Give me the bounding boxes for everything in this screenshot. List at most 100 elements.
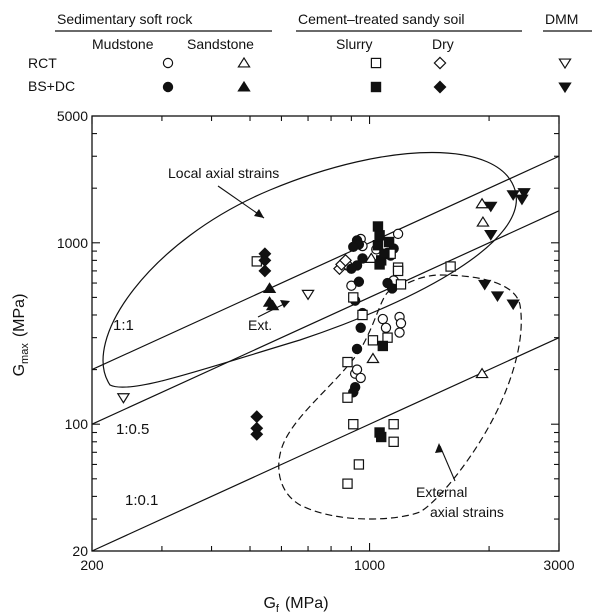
data-point-dmm-bsdc [515,194,529,206]
data-point-slurry-bsdc [377,340,389,352]
legend-group-cement: Cement–treated sandy soil [298,11,465,27]
reference-lines [91,155,560,552]
data-point-mudstone-bsdc [348,241,359,253]
legend-marker-slurry-rct [370,57,382,69]
data-point-dry-bsdc [258,264,272,278]
data-point-mudstone-rct [355,372,366,384]
legend: Sedimentary soft rock Cement–treated san… [28,11,592,94]
annotation-arrow [217,185,265,219]
y-tick-label: 1000 [57,235,88,251]
legend-marker-dry-rct [433,56,447,70]
legend-marker-dmm-rct [558,58,572,70]
legend-marker-dmm-bsdc [558,82,572,94]
data-point-slurry-bsdc [376,431,387,443]
data-point-mudstone-rct [380,322,392,333]
data-point-dmm-bsdc [506,299,520,311]
data-point-mudstone-rct [392,228,404,240]
data-point-sandstone-rct [364,252,378,263]
reference-line [91,210,560,425]
y-tick-label: 20 [72,543,88,559]
legend-markers [162,56,572,94]
data-point-slurry-bsdc [383,236,395,248]
data-point-slurry-rct [357,309,368,321]
data-point-sandstone-rct [475,197,489,209]
data-point-slurry-rct [342,478,353,489]
legend-group-dmm: DMM [545,11,578,27]
data-point-dry-rct [339,253,352,267]
data-point-slurry-rct [348,292,359,303]
data-point-sandstone-rct [366,352,380,364]
data-point-dmm-bsdc [490,291,505,303]
data-point-slurry-rct [388,436,399,447]
data-point-dry-bsdc [250,427,264,441]
data-point-dmm-rct [116,393,131,404]
plot-frame [91,115,560,552]
data-point-dmm-bsdc [517,188,531,199]
y-axis-title: Gmax(MPa) [11,294,31,377]
data-point-dmm-bsdc [484,201,498,213]
x-tick-label: 1000 [354,557,385,573]
data-point-mudstone-rct [351,364,363,375]
ref-line-label-1-0.5: 1:0.5 [116,421,149,438]
reference-line [91,155,560,371]
ref-line-label-1-1: 1:1 [113,317,134,334]
annotation-ext: Ext. [248,317,272,333]
data-point-sandstone-bsdc [262,282,277,293]
legend-sub-slurry: Slurry [336,36,373,52]
annotation-arrowhead [435,443,443,453]
axis-tick-labels: 200 1000 3000 20 100 1000 5000 [57,108,575,573]
data-point-slurry-rct [395,279,407,290]
data-point-slurry-rct [367,335,379,346]
data-point-slurry-rct [388,419,399,430]
annotation-arrowhead [280,300,290,308]
external-axial-strains-boundary [278,274,522,520]
legend-row-bsdc: BS+DC [28,78,75,94]
annotation-local-axial-strains: Local axial strains [168,165,279,181]
data-point-dmm-bsdc [478,279,492,291]
data-point-slurry-rct [342,356,353,368]
data-point-sandstone-bsdc [265,299,280,311]
legend-marker-sandstone-bsdc [237,80,251,92]
x-tick-label: 200 [80,557,104,573]
annotation-external: External [416,484,467,500]
data-point-mudstone-bsdc [355,322,366,333]
legend-marker-slurry-bsdc [370,81,382,93]
data-point-mudstone-bsdc [357,253,368,264]
ref-line-label-1-0.1: 1:0.1 [125,492,158,509]
data-points [116,188,531,489]
data-point-slurry-rct [342,392,353,403]
data-point-mudstone-bsdc [386,283,398,294]
legend-sub-mudstone: Mudstone [92,36,154,52]
data-point-mudstone-rct [395,318,407,329]
data-point-slurry-rct [392,265,404,277]
annotation-axial-strains: axial strains [430,504,504,520]
x-axis-title: Gf (MPa) [263,595,328,612]
data-point-mudstone-bsdc [346,263,357,274]
axis-ticks [91,115,560,552]
legend-marker-mudstone-rct [162,57,174,69]
legend-row-rct: RCT [28,55,57,71]
data-point-slurry-bsdc [372,221,384,232]
annotation-arrowhead [254,209,264,218]
data-point-dmm-rct [301,289,315,301]
data-point-mudstone-bsdc [353,276,365,287]
legend-group-sedimentary: Sedimentary soft rock [57,11,193,27]
data-point-slurry-rct [348,419,359,430]
data-point-slurry-rct [353,459,365,470]
data-point-mudstone-bsdc [351,343,363,355]
data-point-mudstone-rct [377,313,389,325]
data-point-slurry-bsdc [379,248,390,259]
data-point-slurry-bsdc [374,230,385,241]
legend-marker-mudstone-bsdc [162,81,174,93]
data-point-mudstone-rct [394,327,405,338]
data-point-slurry-bsdc [372,239,384,251]
data-point-dmm-bsdc [484,230,498,241]
legend-marker-sandstone-rct [237,56,251,68]
y-tick-label: 5000 [57,108,88,124]
data-point-slurry-rct [445,261,456,272]
data-point-slurry-bsdc [374,259,385,270]
legend-sub-dry: Dry [432,36,454,52]
data-point-sandstone-rct [475,367,489,379]
x-tick-label: 3000 [543,557,574,573]
